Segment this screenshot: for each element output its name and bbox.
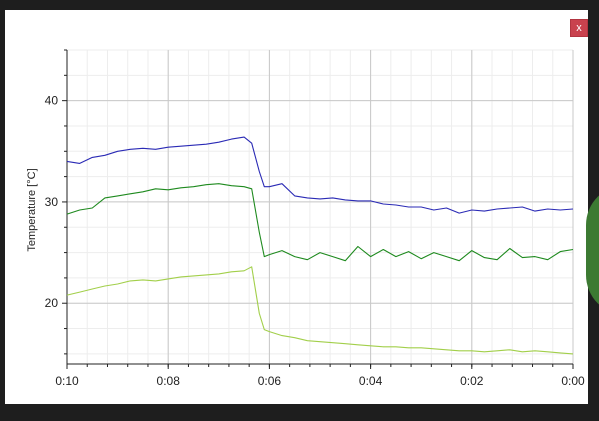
series-line-3 [66,266,574,355]
x-tick-label: 0:10 [55,374,79,388]
x-tick-label: 0:04 [359,374,383,388]
x-tick-label: 0:00 [561,374,585,388]
background-accent-shape [586,185,599,315]
x-tick-label: 0:02 [460,374,484,388]
y-tick-label: 20 [45,296,59,310]
y-axis-label: Temperature [°C] [26,168,38,252]
y-tick-label: 30 [45,195,59,209]
x-tick-label: 0:08 [157,374,181,388]
chart-window: x 20 30 40 0:10 0:08 0:06 0:04 0:02 0:00 Tempera… [5,10,588,404]
x-tick-label: 0:06 [258,374,282,388]
temperature-chart: 20 30 40 0:10 0:08 0:06 0:04 0:02 0:00 [45,49,585,388]
y-tick-label: 40 [45,94,59,108]
close-button[interactable]: x [570,19,588,37]
close-icon: x [576,22,582,34]
series-line-1 [66,136,574,214]
series-line-2 [66,183,574,262]
